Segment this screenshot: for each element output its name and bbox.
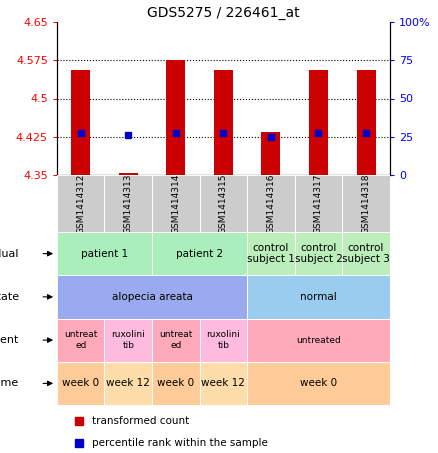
Bar [214,71,233,175]
Bar [57,275,247,318]
Text: control
subject 2: control subject 2 [294,243,343,265]
Text: agent: agent [0,335,19,345]
Bar [166,60,185,175]
Bar [247,232,295,275]
Bar [105,175,152,232]
Bar [342,232,390,275]
Bar [261,132,280,175]
Text: disease state: disease state [0,292,19,302]
Bar [247,362,390,405]
Text: week 0: week 0 [62,378,99,388]
Text: control
subject 3: control subject 3 [342,243,390,265]
Bar [57,232,152,275]
Bar [71,71,90,175]
Text: control
subject 1: control subject 1 [247,243,295,265]
Bar [342,175,390,232]
Text: ruxolini
tib: ruxolini tib [206,330,240,350]
Bar [105,362,152,405]
Text: alopecia areata: alopecia areata [112,292,192,302]
Text: untreat
ed: untreat ed [64,330,97,350]
Text: GSM1414317: GSM1414317 [314,173,323,234]
Bar [57,362,105,405]
Text: untreated: untreated [296,336,341,345]
Text: week 12: week 12 [106,378,150,388]
Text: transformed count: transformed count [92,415,189,426]
Bar [152,318,200,362]
Text: untreat
ed: untreat ed [159,330,193,350]
Bar [152,362,200,405]
Bar [247,275,390,318]
Text: time: time [0,378,19,388]
Text: normal: normal [300,292,337,302]
Bar [119,173,138,175]
Bar [309,71,328,175]
Text: week 0: week 0 [300,378,337,388]
Text: individual: individual [0,249,19,259]
Bar [295,232,342,275]
Text: ruxolini
tib: ruxolini tib [111,330,145,350]
Bar [57,175,105,232]
Bar [200,175,247,232]
Title: GDS5275 / 226461_at: GDS5275 / 226461_at [147,5,300,19]
Bar [200,362,247,405]
Bar [247,318,390,362]
Bar [200,318,247,362]
Text: GSM1414312: GSM1414312 [76,173,85,234]
Text: patient 2: patient 2 [176,249,223,259]
Bar [295,175,342,232]
Text: percentile rank within the sample: percentile rank within the sample [92,438,268,448]
Text: GSM1414315: GSM1414315 [219,173,228,234]
Text: GSM1414318: GSM1414318 [361,173,371,234]
Text: week 12: week 12 [201,378,245,388]
Bar [57,318,105,362]
Bar [105,318,152,362]
Bar [152,232,247,275]
Text: GSM1414313: GSM1414313 [124,173,133,234]
Text: GSM1414316: GSM1414316 [266,173,276,234]
Bar [357,71,375,175]
Text: patient 1: patient 1 [81,249,128,259]
Bar [247,175,295,232]
Bar [152,175,200,232]
Text: GSM1414314: GSM1414314 [171,173,180,234]
Text: week 0: week 0 [157,378,194,388]
